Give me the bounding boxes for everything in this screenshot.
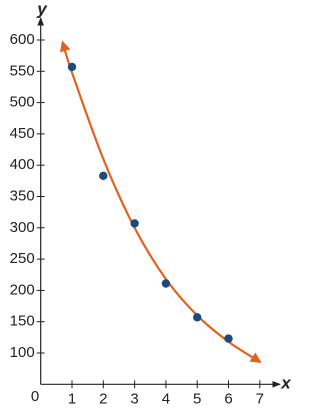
data-point [193, 313, 202, 322]
y-tick-label: 300 [10, 219, 35, 236]
x-tick-label: 1 [68, 390, 76, 407]
data-point [99, 171, 108, 181]
y-tick-label: 600 [10, 31, 35, 48]
x-tick-label: 4 [162, 390, 170, 407]
x-tick-label: 3 [130, 390, 138, 407]
y-tick-label: 350 [10, 187, 35, 204]
x-tick-label: 7 [256, 390, 264, 407]
x-tick-label: 2 [99, 390, 107, 407]
origin-label: 0 [31, 388, 39, 405]
y-tick-label: 550 [10, 62, 35, 79]
y-axis-title: y [36, 0, 48, 18]
x-axis-title: x [280, 373, 292, 392]
data-point [224, 334, 233, 343]
x-tick-label: 5 [193, 390, 201, 407]
y-tick-label: 200 [10, 281, 35, 298]
y-tick-label: 100 [10, 344, 35, 361]
y-tick-label: 500 [10, 94, 35, 111]
x-tick-label: 6 [224, 390, 232, 407]
data-point [130, 219, 139, 228]
data-point [161, 279, 171, 288]
y-tick-label: 250 [10, 250, 35, 267]
chart: x y 0 1 2 3 4 5 6 7 100 150 200 250 300 350 400 450 500… [10, 0, 293, 407]
y-tick-label: 150 [10, 313, 35, 330]
fit-curve [59, 40, 262, 363]
data-point [67, 62, 77, 72]
y-tick-label: 450 [10, 125, 35, 142]
y-tick-label: 400 [10, 156, 35, 173]
